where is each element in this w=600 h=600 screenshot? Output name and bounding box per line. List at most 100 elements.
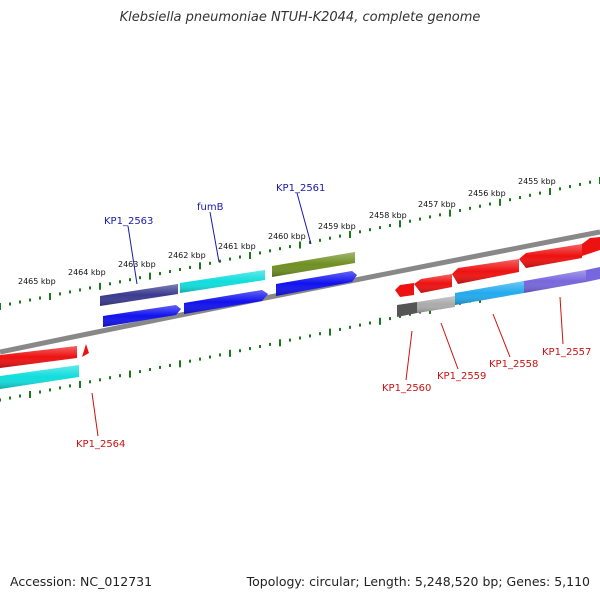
axis-label: 2461 kbp <box>218 242 256 251</box>
minor-tick <box>209 261 211 265</box>
minor-tick <box>29 298 31 302</box>
gene-label: fumB <box>197 202 224 213</box>
minor-tick <box>119 280 121 284</box>
minor-tick <box>219 259 221 263</box>
minor-tick <box>369 321 371 325</box>
minor-tick <box>49 388 51 392</box>
minor-tick <box>229 257 231 261</box>
minor-tick <box>159 365 161 369</box>
gene-kp1-2560-feature[interactable] <box>397 302 417 317</box>
minor-tick <box>19 394 21 398</box>
major-tick <box>299 241 301 249</box>
minor-tick <box>479 204 481 208</box>
gene-label: KP1_2563 <box>104 216 153 227</box>
minor-tick <box>459 209 461 212</box>
minor-tick <box>339 234 341 238</box>
gene-label: KP1_2557 <box>542 347 591 358</box>
minor-tick <box>69 384 71 388</box>
minor-tick <box>409 219 411 223</box>
minor-tick <box>289 338 291 342</box>
upper-gene-features <box>100 252 357 327</box>
minor-tick <box>19 300 21 304</box>
minor-tick <box>89 380 91 384</box>
major-tick <box>499 198 501 206</box>
gene-label: KP1_2561 <box>276 183 325 194</box>
major-tick <box>0 303 1 310</box>
minor-tick <box>109 282 111 286</box>
gene-red-small-arrow[interactable] <box>82 344 89 357</box>
minor-tick <box>129 278 131 282</box>
minor-tick <box>389 224 391 227</box>
axis-label: 2458 kbp <box>369 211 407 220</box>
minor-tick <box>109 376 111 380</box>
gene-lavender-edge[interactable] <box>586 267 600 282</box>
right-gene-features <box>395 237 600 317</box>
minor-tick <box>299 336 301 340</box>
axis-label: 2459 kbp <box>318 222 356 231</box>
major-tick <box>379 317 381 325</box>
minor-tick <box>199 357 201 361</box>
major-tick <box>249 252 251 259</box>
minor-tick <box>429 215 431 219</box>
gene-label-leaders <box>91 192 564 437</box>
minor-tick <box>469 206 471 210</box>
axis-label: 2462 kbp <box>168 251 206 260</box>
minor-tick <box>539 191 541 195</box>
major-tick <box>79 380 81 388</box>
minor-tick <box>99 378 101 382</box>
gene-red-arrow-r5[interactable] <box>582 237 600 256</box>
minor-tick <box>119 374 121 378</box>
gene-labels: KP1_2563 fumB KP1_2561 KP1_2564 KP1_2560… <box>76 183 591 450</box>
minor-tick <box>189 265 191 269</box>
axis-labels: 2465 kbp 2464 kbp 2463 kbp 2462 kbp 2461… <box>18 177 556 286</box>
genome-summary-text: Topology: circular; Length: 5,248,520 bp… <box>246 574 590 589</box>
minor-tick <box>9 302 11 306</box>
major-tick <box>329 328 331 336</box>
minor-tick <box>79 288 81 292</box>
minor-tick <box>139 276 141 280</box>
minor-tick <box>389 317 391 321</box>
minor-tick <box>519 196 521 199</box>
minor-tick <box>159 272 161 276</box>
map-title: Klebsiella pneumoniae NTUH-K2044, comple… <box>119 10 481 25</box>
minor-tick <box>289 245 291 249</box>
minor-tick <box>589 180 591 184</box>
axis-label: 2456 kbp <box>468 189 506 198</box>
minor-tick <box>269 342 271 346</box>
minor-tick <box>359 323 361 327</box>
axis-label: 2465 kbp <box>18 277 56 286</box>
minor-tick <box>509 198 511 202</box>
major-tick <box>349 231 351 238</box>
gene-label: KP1_2558 <box>489 359 538 370</box>
minor-tick <box>319 238 321 242</box>
minor-tick <box>239 255 241 259</box>
major-tick <box>399 220 401 228</box>
major-tick <box>99 282 101 290</box>
minor-tick <box>59 386 61 390</box>
accession-text: Accession: NC_012731 <box>10 574 153 589</box>
minor-tick <box>209 355 211 359</box>
minor-tick <box>349 325 351 329</box>
minor-tick <box>89 286 91 290</box>
minor-tick <box>189 359 191 363</box>
minor-tick <box>239 349 241 353</box>
minor-tick <box>69 290 71 294</box>
minor-tick <box>529 193 531 197</box>
minor-tick <box>579 182 581 186</box>
minor-tick <box>169 270 171 273</box>
minor-tick <box>179 268 181 271</box>
major-tick <box>129 370 131 378</box>
major-tick <box>229 349 231 357</box>
gene-red-arrow-r1[interactable] <box>395 283 414 297</box>
minor-tick <box>369 228 371 232</box>
minor-tick <box>569 185 571 189</box>
major-tick <box>449 209 451 217</box>
major-tick <box>29 391 31 398</box>
gene-label: KP1_2564 <box>76 439 125 450</box>
minor-tick <box>39 296 41 300</box>
minor-tick <box>9 396 11 400</box>
minor-tick <box>269 249 271 253</box>
major-tick <box>199 262 201 270</box>
minor-tick <box>489 202 491 206</box>
minor-tick <box>259 251 261 255</box>
